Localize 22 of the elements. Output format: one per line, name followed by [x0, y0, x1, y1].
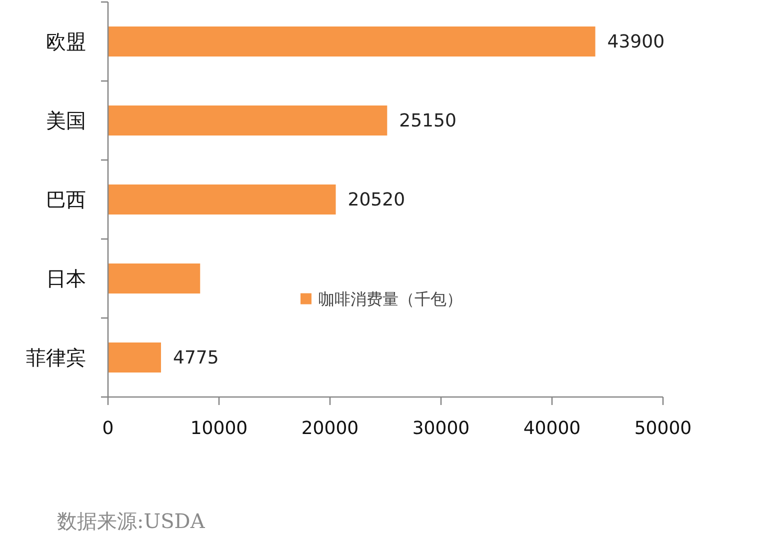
x-tick-label: 10000	[190, 418, 248, 439]
legend-label: 咖啡消费量（千包）	[318, 289, 462, 308]
x-tick-label: 40000	[523, 418, 581, 439]
data-label: 25150	[399, 110, 456, 132]
y-tick-label: 欧盟	[46, 30, 86, 54]
bar	[108, 184, 336, 215]
data-label: 4775	[173, 348, 219, 368]
bar	[108, 342, 162, 373]
bar	[108, 26, 596, 57]
data-label: 20520	[348, 190, 406, 210]
y-tick-label: 日本	[46, 266, 86, 290]
y-tick-label: 菲律宾	[26, 346, 86, 370]
data-label: 43900	[607, 32, 665, 52]
source-note: 数据来源:USDA	[57, 509, 206, 533]
x-tick-label: 0	[102, 418, 114, 439]
bar	[108, 263, 200, 294]
bar	[108, 105, 388, 136]
x-tick-label: 30000	[412, 418, 470, 439]
y-tick-label: 美国	[46, 108, 86, 132]
y-tick-label: 巴西	[46, 188, 86, 212]
x-tick-label: 20000	[301, 418, 359, 439]
x-tick-label: 50000	[634, 418, 692, 439]
